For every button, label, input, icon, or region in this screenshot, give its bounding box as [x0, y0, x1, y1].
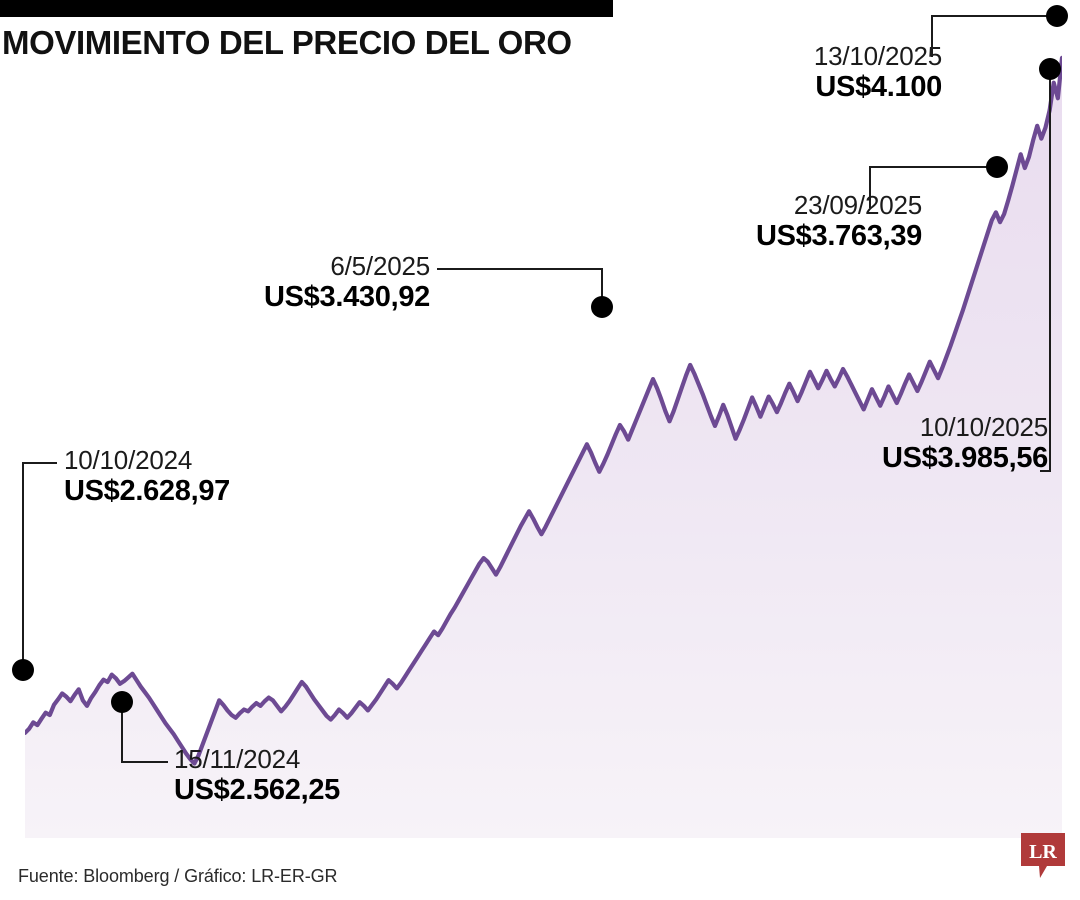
annotation-value: US$2.628,97 — [64, 475, 230, 508]
leader-line-2024-10-10 — [22, 462, 57, 670]
annotation-date: 10/10/2025 — [919, 412, 1048, 442]
annotation-2025-09-23: 23/09/2025 US$3.763,39 — [660, 190, 922, 253]
marker-2024-10-10[interactable] — [12, 659, 34, 681]
annotation-leader-lines — [22, 15, 1057, 763]
annotation-date: 15/11/2024 — [174, 744, 301, 774]
chart-area-fill — [25, 57, 1062, 838]
annotation-2025-10-10: 10/10/2025 US$3.985,56 — [776, 412, 1048, 475]
annotation-2025-05-06: 6/5/2025 US$3.430,92 — [195, 251, 430, 314]
leader-line-2025-05-06 — [437, 268, 603, 307]
annotation-value: US$3.763,39 — [756, 220, 922, 253]
leader-line-2024-11-15 — [121, 702, 168, 763]
marker-2025-09-23[interactable] — [986, 156, 1008, 178]
leader-line-2025-10-10 — [1040, 69, 1051, 472]
annotation-value: US$3.430,92 — [264, 281, 430, 314]
lr-logo-text: LR — [1029, 841, 1057, 863]
annotation-markers — [12, 5, 1068, 713]
annotation-date: 6/5/2025 — [330, 251, 430, 281]
marker-2025-05-06[interactable] — [591, 296, 613, 318]
marker-2025-10-13[interactable] — [1046, 5, 1068, 27]
annotation-2025-10-13: 13/10/2025 US$4.100 — [720, 41, 942, 104]
chart-line — [25, 55, 1062, 766]
annotation-date: 13/10/2025 — [813, 41, 942, 71]
annotation-2024-11-15: 15/11/2024 US$2.562,25 — [174, 744, 340, 807]
annotation-value: US$3.985,56 — [882, 442, 1048, 475]
annotation-date: 10/10/2024 — [64, 445, 193, 475]
lr-logo[interactable]: LR — [1021, 833, 1065, 881]
leader-line-2025-09-23 — [869, 166, 997, 208]
annotation-value: US$2.562,25 — [174, 774, 340, 807]
source-caption: Fuente: Bloomberg / Gráfico: LR-ER-GR — [18, 866, 338, 886]
annotation-value: US$4.100 — [815, 71, 942, 104]
marker-2025-10-10[interactable] — [1039, 58, 1061, 80]
header-rule — [0, 0, 613, 17]
annotation-2024-10-10: 10/10/2024 US$2.628,97 — [64, 445, 230, 508]
marker-2024-11-15[interactable] — [111, 691, 133, 713]
annotation-date: 23/09/2025 — [793, 190, 922, 220]
page-title: MOVIMIENTO DEL PRECIO DEL ORO — [2, 24, 572, 61]
leader-line-2025-10-13 — [931, 15, 1057, 57]
